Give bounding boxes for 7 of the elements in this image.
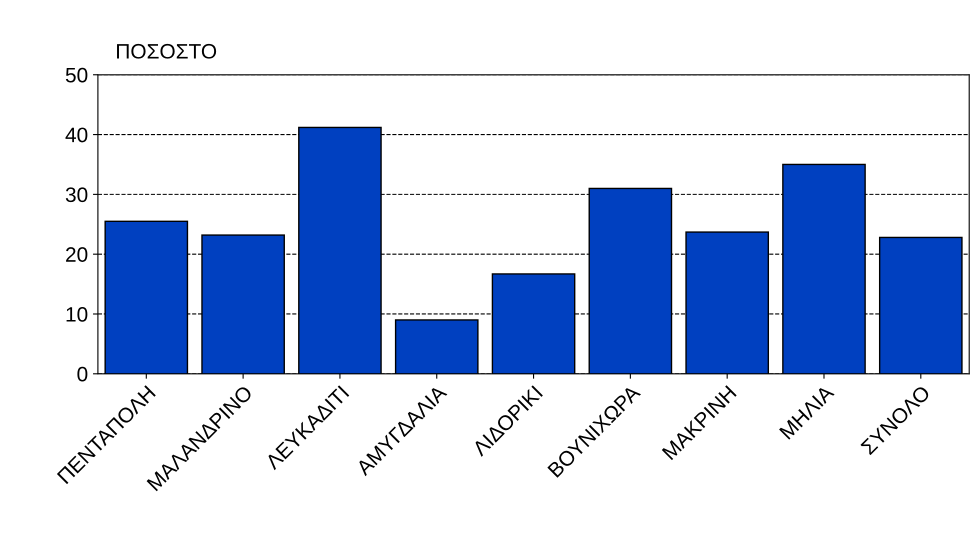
y-tick-label: 10 [66, 306, 88, 322]
y-tick-label: 50 [66, 68, 88, 83]
y-tick-label: 0 [77, 366, 88, 382]
y-tick-label: 30 [66, 187, 88, 202]
y-axis-title: ΠΟΣΟΣΤΟ [117, 44, 216, 59]
y-tick-label: 20 [66, 247, 88, 262]
y-tick-label: 40 [65, 128, 88, 142]
